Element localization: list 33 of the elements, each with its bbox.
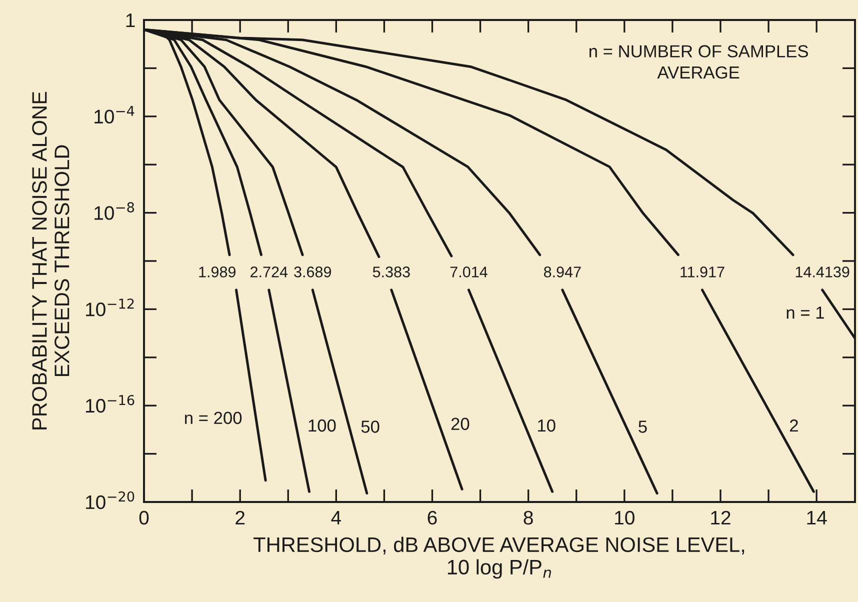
annotation: 3.689 — [294, 266, 332, 278]
y-axis-title: PROBABILITY THAT NOISE ALONE EXCEEDS THRESHOLD — [32, 92, 70, 430]
series-label: 2 — [790, 419, 798, 432]
y-tick-label: 10$^{−16}$ — [86, 394, 134, 413]
x-tick-label: 0 — [139, 510, 149, 525]
series-label: 100 — [308, 419, 336, 432]
annotation: 14.4139 — [796, 266, 850, 278]
annotation: 11.917 — [680, 266, 724, 278]
series-label: 5 — [638, 420, 647, 433]
y-tick-label: 10$^{−4}$ — [94, 106, 134, 124]
x-tick-label: 2 — [236, 510, 245, 524]
x-tick-label: 14 — [807, 511, 827, 524]
x-tick-label: 10 — [615, 510, 634, 525]
y-tick-label: 10$^{−8}$ — [94, 202, 134, 220]
x-tick-label: 4 — [331, 511, 341, 524]
y-tick-label: 10$^{−20}$ — [86, 491, 134, 510]
y-tick-label: 1 — [126, 14, 135, 28]
series-label: n = 200 — [185, 412, 242, 424]
legend-label: n = 1 — [786, 306, 824, 319]
annotation: 5.383 — [372, 266, 410, 278]
x-tick-label: 8 — [524, 510, 533, 525]
x-axis-title: THRESHOLD, dB ABOVE AVERAGE NOISE LEVEL, 10 log P/P$_{n}$ — [254, 536, 744, 579]
annotation: 7.014 — [450, 266, 488, 278]
annotation: 1.989 — [199, 266, 236, 278]
x-tick-label: 12 — [711, 510, 730, 524]
series-label: 20 — [451, 418, 470, 430]
annotation: 2.724 — [250, 266, 288, 278]
annotation: n = NUMBER OF SAMPLES AVERAGE — [590, 45, 808, 79]
series-label: 50 — [361, 420, 380, 433]
annotation: 8.947 — [544, 266, 581, 278]
x-tick-label: 6 — [428, 510, 437, 525]
y-tick-label: 10$^{−12}$ — [86, 298, 134, 316]
series-label: 10 — [538, 419, 556, 432]
